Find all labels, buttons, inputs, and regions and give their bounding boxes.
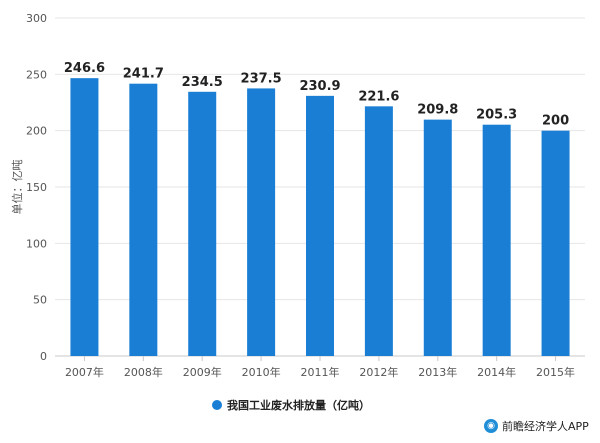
bar <box>70 78 99 356</box>
x-tick-label: 2014年 <box>477 365 516 379</box>
bar <box>541 130 570 356</box>
x-tick-label: 2015年 <box>536 365 575 379</box>
credit-text: 前瞻经济学人APP <box>502 420 589 433</box>
y-tick-label: 200 <box>26 125 47 138</box>
data-label: 205.3 <box>476 108 517 123</box>
bar <box>423 119 452 356</box>
y-tick-label: 150 <box>26 181 47 194</box>
credit-logo-icon: ◉ <box>484 419 498 433</box>
bar <box>247 88 276 357</box>
y-tick-label: 0 <box>40 350 47 363</box>
y-tick-label: 100 <box>26 237 47 250</box>
bar <box>482 124 511 356</box>
data-label: 209.8 <box>417 103 458 118</box>
bar <box>306 95 334 357</box>
x-tick-label: 2010年 <box>242 365 281 379</box>
data-label: 234.5 <box>182 75 223 90</box>
y-axis-title: 单位：亿吨 <box>10 160 24 215</box>
data-label: 221.6 <box>358 89 399 104</box>
x-tick-label: 2007年 <box>65 365 104 379</box>
y-tick-label: 50 <box>33 294 47 307</box>
data-label: 230.9 <box>299 79 340 94</box>
y-tick-label: 300 <box>26 12 47 25</box>
x-tick-label: 2008年 <box>124 365 163 379</box>
x-tick-label: 2013年 <box>418 365 457 379</box>
bar <box>364 106 393 357</box>
data-label: 200 <box>542 114 569 129</box>
x-tick-label: 2009年 <box>183 365 222 379</box>
x-tick-label: 2012年 <box>359 365 398 379</box>
legend-label: 我国工业废水排放量（亿吨） <box>227 398 370 412</box>
data-label: 237.5 <box>241 71 282 86</box>
bar <box>129 83 158 357</box>
x-tick-label: 2011年 <box>301 365 340 379</box>
legend-marker <box>212 400 222 410</box>
bar <box>188 91 217 357</box>
y-tick-label: 250 <box>26 68 47 81</box>
data-label: 241.7 <box>123 67 164 82</box>
data-label: 246.6 <box>64 61 105 76</box>
